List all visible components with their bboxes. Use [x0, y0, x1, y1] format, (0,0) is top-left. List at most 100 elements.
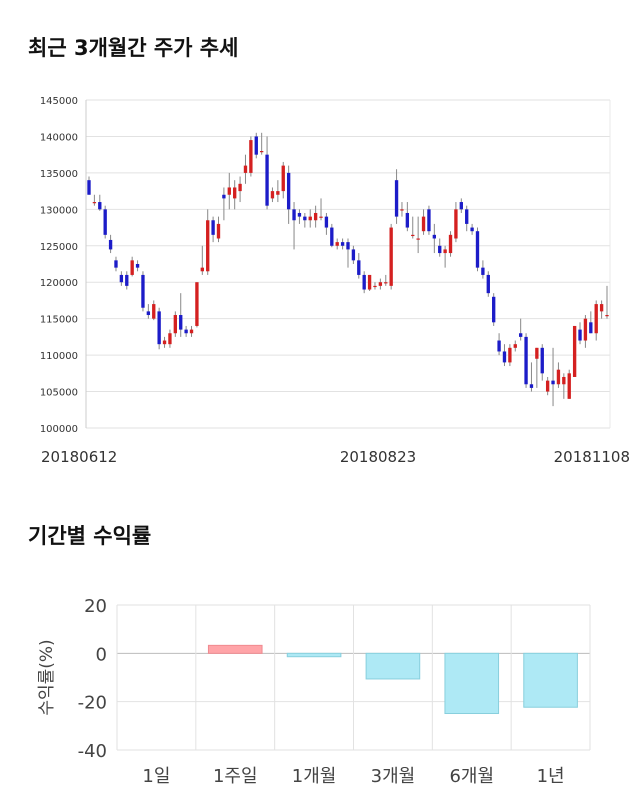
- candle-body: [179, 315, 183, 330]
- candle-body: [87, 180, 91, 195]
- candle-body: [238, 183, 242, 192]
- y-tick-label: 130000: [40, 205, 78, 216]
- y-tick-label: 110000: [40, 351, 78, 362]
- candle-body: [340, 242, 345, 246]
- candle-body: [135, 264, 140, 268]
- candle-body: [535, 347, 539, 359]
- candle-body: [168, 333, 172, 345]
- candle-body: [443, 249, 447, 254]
- candle-body: [152, 304, 156, 319]
- candle-body: [114, 260, 118, 268]
- candle-body: [270, 191, 275, 199]
- candle-body: [308, 216, 312, 221]
- y-tick-label: 140000: [40, 132, 78, 143]
- y-tick-label: -20: [78, 693, 107, 714]
- y-tick-label: 145000: [40, 96, 78, 107]
- x-tick-label: 1년: [537, 766, 565, 787]
- candle-body: [195, 282, 199, 326]
- candle-body: [286, 172, 291, 210]
- return-bar: [286, 652, 342, 658]
- candle-body: [416, 238, 420, 240]
- candle-body: [125, 274, 129, 286]
- x-tick-label: 20180823: [340, 448, 416, 466]
- candle-body: [448, 234, 453, 254]
- candle-body: [599, 304, 604, 312]
- candle-body: [497, 340, 501, 352]
- candle-body: [98, 202, 102, 210]
- candle-body: [206, 220, 210, 272]
- candle-body: [405, 212, 410, 228]
- candle-body: [475, 231, 480, 268]
- candle-body: [367, 274, 372, 290]
- candle-body: [319, 216, 323, 218]
- x-tick-label: 1일: [142, 766, 170, 787]
- candle-body: [518, 333, 523, 337]
- return-bar: [207, 644, 263, 654]
- candle-body: [249, 140, 253, 173]
- candle-body: [389, 227, 393, 286]
- candle-body: [411, 234, 415, 237]
- y-tick-label: 0: [96, 644, 107, 665]
- candle-body: [589, 322, 593, 334]
- candle-body: [454, 209, 458, 239]
- candle-body: [465, 209, 469, 224]
- stock-trend-title: 최근 3개월간 주가 추세: [28, 36, 239, 60]
- candle-body: [578, 329, 582, 341]
- candle-body: [481, 267, 485, 275]
- candle-body: [200, 267, 204, 272]
- candle-body: [551, 380, 555, 385]
- candle-body: [373, 285, 377, 288]
- candle-body: [222, 194, 226, 199]
- candle-body: [335, 242, 339, 246]
- candle-body: [146, 311, 151, 316]
- candle-body: [524, 336, 528, 385]
- candle-body: [92, 202, 97, 204]
- candle-body: [297, 212, 302, 217]
- x-tick-label: 3개월: [371, 766, 416, 787]
- candle-body: [189, 329, 194, 334]
- candle-body: [605, 315, 609, 317]
- candle-body: [108, 239, 113, 250]
- y-tick-label: 20: [84, 596, 107, 617]
- candle-body: [276, 191, 280, 195]
- y-tick-label: -40: [78, 741, 107, 762]
- x-tick-label: 1개월: [292, 766, 337, 787]
- y-tick-label: 135000: [40, 169, 78, 180]
- candle-body: [545, 380, 550, 392]
- candle-body: [292, 209, 296, 221]
- candle-body: [540, 347, 544, 374]
- candle-body: [486, 274, 490, 294]
- candle-body: [259, 151, 264, 153]
- candle-body: [594, 304, 598, 334]
- candle-body: [378, 282, 383, 286]
- candle-body: [357, 260, 361, 275]
- candle-body: [421, 216, 426, 232]
- candle-body: [427, 209, 431, 232]
- candle-body: [324, 216, 329, 228]
- candle-body: [303, 216, 307, 221]
- candle-body: [567, 373, 571, 399]
- x-tick-label: 20181108: [554, 448, 630, 466]
- candle-body: [432, 234, 437, 239]
- return-bar: [365, 652, 421, 680]
- candle-body: [211, 220, 215, 235]
- candle-body: [216, 223, 221, 239]
- candle-body: [529, 384, 534, 388]
- period-return-title: 기간별 수익률: [28, 524, 152, 548]
- candle-body: [103, 209, 107, 235]
- candle-body: [492, 296, 496, 323]
- x-tick-label: 1주일: [213, 766, 258, 787]
- candle-body: [583, 318, 588, 341]
- y-tick-label: 100000: [40, 424, 78, 435]
- candle-body: [572, 325, 577, 377]
- candle-body: [265, 154, 269, 206]
- candle-body: [556, 369, 561, 385]
- candle-body: [438, 245, 442, 254]
- candle-body: [227, 187, 231, 195]
- candle-body: [400, 209, 404, 211]
- candle-body: [384, 282, 388, 284]
- y-tick-label: 105000: [40, 388, 78, 399]
- x-tick-label: 6개월: [449, 766, 494, 787]
- candle-body: [157, 311, 161, 345]
